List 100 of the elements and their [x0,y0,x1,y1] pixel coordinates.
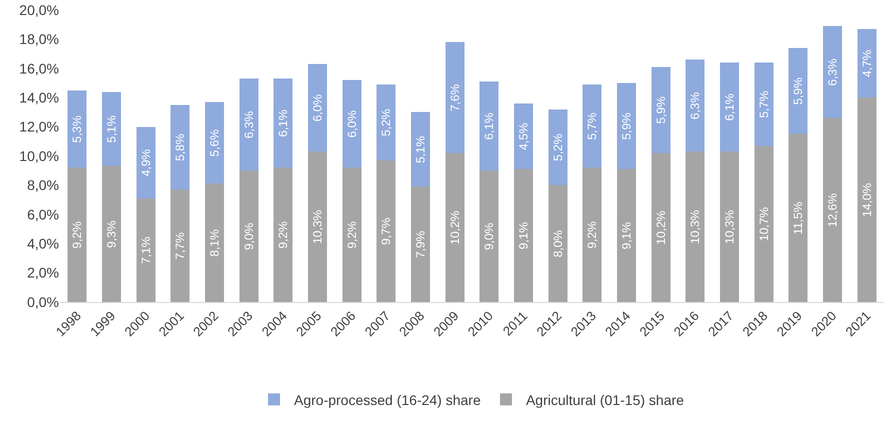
bar [788,134,808,302]
bar [205,184,224,302]
data-label: 14,0% [860,182,874,217]
data-label: 8,0% [550,230,565,258]
data-label: 5,1% [414,136,428,164]
data-label: 5,1% [104,115,118,143]
y-tick-label: 12,0% [19,118,59,135]
bar [480,170,499,302]
data-label: 9,1% [620,222,634,250]
bar [754,62,774,146]
bar [170,190,190,302]
data-label: 6,3% [688,92,702,120]
data-label: 12,6% [826,192,840,228]
legend-label: Agricultural (01-15) share [526,392,684,408]
bar [823,118,842,302]
data-label: 10,2% [654,210,668,245]
y-tick-label: 16,0% [19,60,59,76]
data-label: 10,3% [722,210,736,244]
data-label: 5,2% [379,108,394,136]
data-label: 6,3% [242,110,256,138]
bar [617,83,636,170]
y-tick-label: 20,0% [19,2,59,18]
data-label: 5,6% [208,129,222,157]
bar [376,84,396,160]
bar [411,112,430,187]
y-tick-label: 6,0% [27,206,59,222]
data-label: 9,7% [379,217,394,246]
data-label: 5,8% [173,133,188,162]
data-label: 7,7% [173,232,188,260]
data-label: 6,1% [276,109,290,137]
bar [480,82,499,171]
data-label: 8,1% [208,229,222,257]
data-label: 9,1% [516,222,530,250]
bar [68,90,87,168]
bar [651,66,670,154]
data-label: 6,3% [826,58,840,86]
data-label: 5,3% [70,115,84,143]
bar [582,168,602,302]
data-label: 6,1% [722,93,736,121]
data-label: 7,9% [414,230,428,258]
data-label: 7,6% [448,84,462,112]
data-label: 4,9% [138,148,153,176]
data-label: 5,9% [654,96,668,124]
data-label: 4,7% [860,49,874,78]
data-label: 9,2% [276,221,290,249]
y-tick-label: 2,0% [27,264,59,281]
bar [548,109,568,186]
data-label: 9,3% [104,220,118,248]
bar [102,166,121,302]
y-tick-label: 18,0% [19,31,59,48]
bar [274,168,293,302]
data-label: 5,2% [550,133,565,162]
bar [445,153,464,302]
y-tick-label: 8,0% [27,177,59,194]
y-tick-label: 10,0% [19,148,59,164]
legend-label: Agro-processed (16-24) share [294,392,481,408]
bar [411,186,430,302]
data-label: 9,0% [482,222,496,250]
bar [788,48,808,134]
data-label: 11,5% [791,201,806,235]
bar [720,152,739,302]
bar [857,28,876,98]
data-label: 10,7% [756,206,771,242]
bar [342,168,362,302]
bar [720,62,739,152]
bar [823,26,842,118]
bar [274,78,293,168]
bar [857,98,876,302]
bar [445,42,464,154]
data-label: 9,2% [344,221,359,249]
data-label: 5,7% [756,90,771,118]
bar [308,64,327,152]
bar [136,198,156,302]
bar [617,169,636,302]
bar [376,160,396,302]
data-label: 7,1% [138,236,153,264]
bar [102,92,121,166]
bar [514,169,533,302]
bar [548,185,568,302]
data-label: 9,0% [242,222,256,250]
bar [342,80,362,168]
bar [205,102,224,184]
bar [582,84,602,168]
y-tick-label: 4,0% [27,236,59,252]
data-label: 9,2% [70,221,84,249]
data-label: 5,9% [620,112,634,140]
data-label: 10,2% [448,210,462,245]
bar [136,126,156,198]
data-label: 6,0% [310,94,324,122]
bar [170,104,190,190]
bar [308,152,327,302]
data-label: 9,2% [585,221,600,249]
data-label: 5,7% [585,112,600,140]
data-label: 6,0% [344,110,359,138]
data-label: 4,5% [516,122,530,150]
data-label: 10,3% [310,210,324,244]
bar [239,78,258,171]
data-label: 5,9% [791,77,806,105]
bar [68,168,87,302]
bar [239,170,258,302]
